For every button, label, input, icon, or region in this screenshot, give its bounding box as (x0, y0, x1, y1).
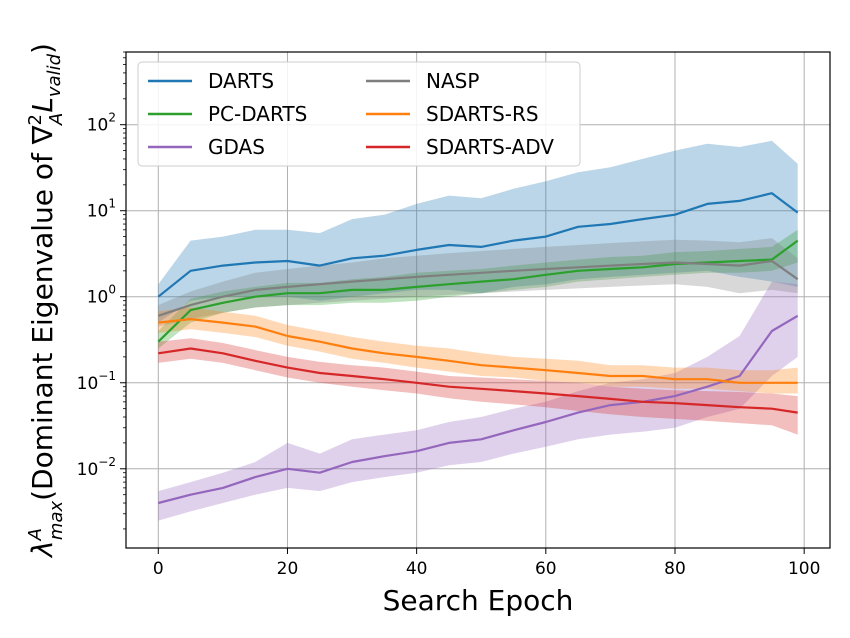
x-tick-label: 80 (664, 559, 686, 579)
legend-label: NASP (426, 69, 479, 93)
line-darts (157, 192, 799, 298)
y-tick-base: 10 (77, 374, 99, 394)
y-tick-base: 10 (77, 460, 99, 480)
x-tick-label: 60 (535, 559, 557, 579)
series-lines (157, 192, 799, 505)
y-label-sub-a: A (46, 113, 67, 126)
y-axis-label: λAmax(Dominant Eigenvalue of ∇2ALvalid) (25, 43, 67, 559)
y-label-sub-valid: valid (44, 53, 65, 97)
x-tick-label: 40 (406, 559, 428, 579)
legend-label: GDAS (208, 135, 265, 159)
y-label-sup-a: A (25, 528, 46, 541)
legend-label: SDARTS-RS (426, 102, 539, 126)
x-tick-label: 0 (153, 559, 164, 579)
y-tick-label: 100 (87, 283, 116, 308)
band-darts (158, 140, 798, 323)
y-label-l: L (26, 97, 59, 113)
y-label-mid: (Dominant Eigenvalue of ∇ (26, 125, 59, 501)
band-gdas (158, 281, 798, 521)
legend-label: PC-DARTS (208, 102, 307, 126)
y-tick-base: 10 (87, 288, 109, 308)
band-sdarts-adv (158, 338, 798, 435)
legend-box (137, 61, 581, 167)
line-gdas (158, 314, 799, 505)
y-tick-label: 10−1 (77, 369, 116, 394)
y-label-end: ) (26, 43, 59, 54)
y-tick-exponent: 2 (108, 111, 116, 125)
x-axis-label: Search Epoch (383, 584, 574, 617)
line-nasp (157, 259, 799, 317)
y-tick-exponent: −1 (98, 369, 116, 383)
line-sdarts-rs (158, 318, 798, 384)
line-sdarts-adv (158, 347, 798, 414)
y-tick-label: 101 (87, 197, 116, 222)
plot-frame (125, 51, 831, 549)
y-tick-exponent: −2 (98, 455, 116, 469)
y-label-sub-max: max (46, 501, 67, 541)
band-sdarts-rs (158, 307, 798, 394)
x-axis-ticks: 0 20 40 60 80 100 (153, 548, 820, 579)
y-tick-exponent: 1 (108, 197, 116, 211)
legend-label: DARTS (208, 69, 274, 93)
y-label-sup-2: 2 (25, 114, 46, 125)
y-tick-label: 10−2 (77, 455, 116, 480)
band-pc-darts (158, 229, 798, 349)
x-tick-label: 20 (277, 559, 299, 579)
x-tick-label: 100 (788, 559, 820, 579)
y-tick-base: 10 (87, 116, 109, 136)
y-tick-label: 102 (87, 111, 116, 136)
legend: DARTS PC-DARTS GDAS NASP SDARTS-RS SDARTS-ADV (137, 61, 581, 167)
y-label-lambda: λ (26, 540, 59, 559)
legend-label: SDARTS-ADV (426, 135, 554, 159)
y-tick-exponent: 0 (108, 283, 116, 297)
y-tick-base: 10 (87, 202, 109, 222)
